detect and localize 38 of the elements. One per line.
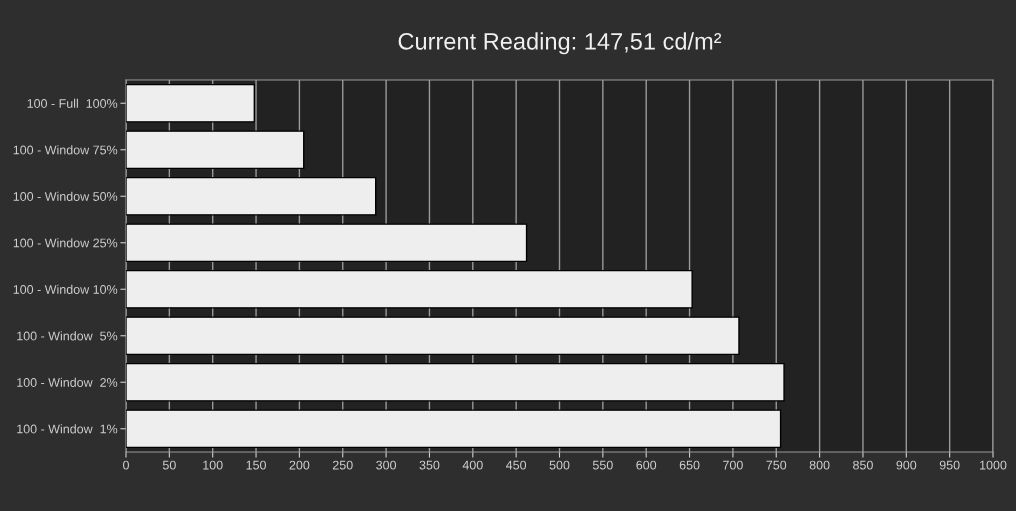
x-tick-label: 650: [679, 460, 700, 470]
y-tick-label: 100 - Full 100%: [27, 98, 118, 108]
x-tick-label: 700: [723, 460, 743, 470]
bar: [126, 316, 740, 356]
bar: [126, 409, 782, 449]
x-tick-label: 450: [506, 460, 527, 470]
bar: [126, 362, 785, 402]
x-tick-label: 150: [246, 460, 266, 470]
x-tick-label: 600: [636, 460, 657, 470]
chart-title: Current Reading: 147,51 cd/m²: [398, 32, 722, 55]
y-tick-label: 100 - Window 25%: [13, 238, 118, 248]
x-tick-label: 950: [939, 460, 960, 470]
x-tick-label: 750: [766, 460, 787, 470]
x-tick-label: 300: [376, 460, 397, 470]
bar: [126, 223, 528, 263]
y-tick-label: 100 - Window 1%: [17, 424, 118, 434]
y-tick-label: 100 - Window 2%: [17, 377, 118, 387]
x-tick-label: 500: [549, 460, 570, 470]
x-tick-label: 1000: [980, 460, 1007, 470]
x-tick-label: 250: [332, 460, 353, 470]
x-tick-label: 800: [809, 460, 830, 470]
y-tick-label: 100 - Window 50%: [13, 191, 118, 201]
y-tick-label: 100 - Window 5%: [17, 331, 118, 341]
x-tick-label: 900: [896, 460, 917, 470]
x-tick-label: 50: [162, 460, 176, 470]
x-tick-label: 100: [203, 460, 223, 470]
bar: [126, 83, 256, 123]
y-tick-label: 100 - Window 10%: [13, 284, 118, 294]
x-tick-label: 200: [289, 460, 310, 470]
x-tick-label: 550: [592, 460, 613, 470]
x-tick-label: 400: [462, 460, 483, 470]
x-tick-label: 350: [419, 460, 440, 470]
y-tick-label: 100 - Window 75%: [13, 145, 118, 155]
bar: [126, 176, 377, 216]
bar: [126, 130, 305, 170]
bar: [126, 269, 693, 309]
x-tick-label: 0: [123, 460, 129, 470]
x-tick-label: 850: [853, 460, 873, 470]
